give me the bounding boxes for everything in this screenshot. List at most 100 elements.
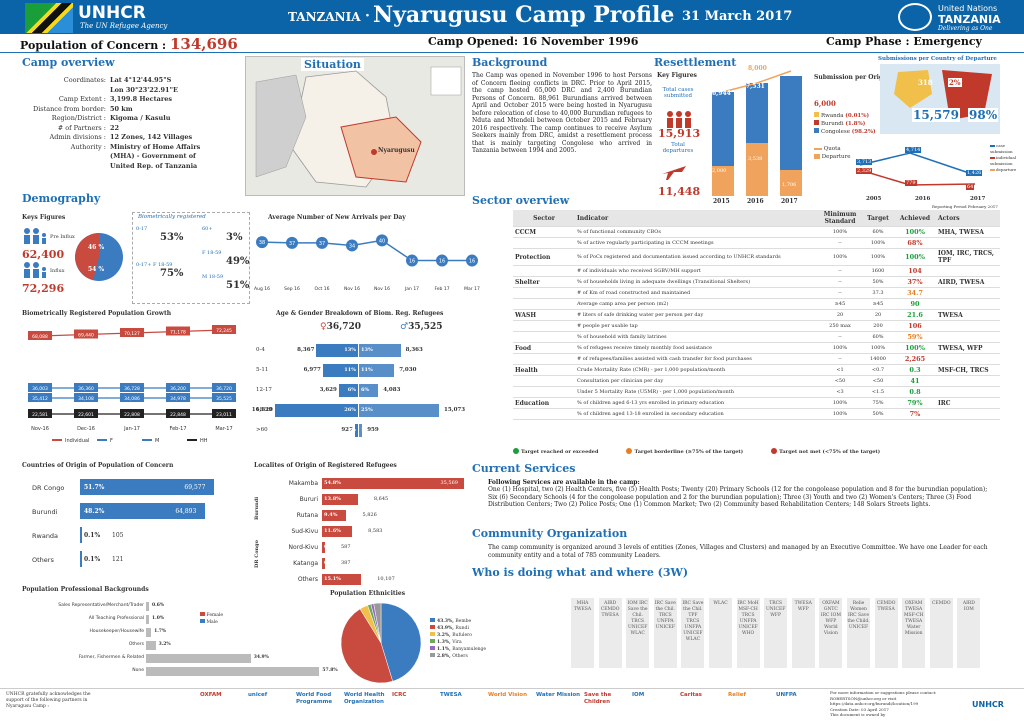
growth-label-bg bbox=[28, 331, 52, 340]
family-icon-1 bbox=[22, 228, 48, 246]
sector-legend-item: Target borderline (≥75% of the target) bbox=[626, 448, 743, 455]
locality-bar bbox=[322, 574, 362, 585]
origin-pct: 0.1% bbox=[84, 556, 101, 563]
overview-row: Coordinates: Lat 4°12'44.95"S bbox=[10, 76, 240, 86]
overview-row: (MHA) - Government of bbox=[10, 152, 240, 162]
unhcr-logo: UNHCR bbox=[78, 3, 146, 23]
trend-note: Reporting Period February 2017 bbox=[932, 204, 998, 209]
profession-pct: 57.8% bbox=[322, 668, 338, 673]
ethnicity-name: Banyamulenge bbox=[452, 647, 487, 652]
overview-row: Lon 30°23'22.91"E bbox=[10, 86, 240, 96]
sector-legend-label: Target not met (<75% of the target) bbox=[779, 448, 881, 455]
age-female-pct: 26% bbox=[344, 407, 356, 413]
growth-value: 34,086 bbox=[124, 396, 140, 402]
threew-column: OXFAM TWESA MSF-CH TWESA Water Mission bbox=[902, 598, 926, 668]
divider bbox=[0, 52, 1024, 53]
partner-logo: World Health Organization bbox=[344, 692, 385, 705]
profession-bar bbox=[146, 667, 320, 676]
trend-legend-item: individual submission bbox=[990, 155, 1024, 167]
growth-value: 36,003 bbox=[32, 386, 48, 392]
sector-name bbox=[513, 265, 575, 277]
growth-value: 68,088 bbox=[32, 334, 48, 340]
header-banner: UNHCR The UN Refugee Agency TANZANIA · N… bbox=[0, 0, 1024, 34]
sector-row: # of individuals who received SGBV/MH su… bbox=[513, 265, 1000, 277]
origins-chart: DR Congo 51.7% 69,577 Burundi 48.2% 64,893 Rwa… bbox=[22, 476, 232, 572]
growth-label-bg bbox=[212, 325, 236, 334]
overview-value: Lon 30°23'22.91"E bbox=[110, 85, 178, 94]
trend-value-3: 4,714 bbox=[905, 147, 922, 153]
bio-value: 75% bbox=[160, 268, 184, 279]
submitted-label: Total cases submitted bbox=[662, 87, 694, 99]
arrivals-title: Average Number of New Arrivals per Day bbox=[268, 214, 406, 221]
sector-name bbox=[513, 287, 575, 299]
age-row: 12-17 3,629 6% 6% 4,083 bbox=[256, 382, 486, 402]
age-male-bar bbox=[359, 404, 439, 417]
overview-key: Region/District : bbox=[51, 114, 106, 122]
overview-row: # of Partners : 22 bbox=[10, 124, 240, 134]
partner-logo: UNFPA bbox=[776, 692, 797, 698]
origin-row: DR Congo 51.7% 69,577 bbox=[22, 476, 232, 500]
sector-actors bbox=[936, 265, 1000, 277]
age-female-value: 927 bbox=[341, 427, 353, 433]
sector-row: Under 5 Mortality Rate (U5MR) - per 1,00… bbox=[513, 386, 1000, 398]
age-male-value: 7,030 bbox=[399, 367, 417, 373]
arrivals-point bbox=[286, 236, 298, 249]
sector-achieved: 68% bbox=[894, 237, 936, 249]
growth-axis-label: Feb-17 bbox=[169, 426, 186, 432]
ethnicity-value: 43.3%, bbox=[437, 619, 456, 624]
arrivals-value: 16 bbox=[439, 259, 445, 265]
growth-value: 36,728 bbox=[124, 386, 140, 392]
trend-legend-label: individual submission bbox=[990, 155, 1017, 166]
sector-indicator: # of individuals who received SGBV/MH su… bbox=[575, 265, 818, 277]
sector-achieved: 100% bbox=[894, 342, 936, 354]
age-row: >60 927 1% 1% 959 bbox=[256, 422, 486, 442]
sector-actors: IRC bbox=[936, 397, 1000, 409]
age-male-bar bbox=[359, 364, 395, 377]
pie-pct-2: 54 % bbox=[88, 266, 105, 273]
services-intro: Following Services are available in the … bbox=[488, 479, 640, 486]
locality-bar bbox=[322, 542, 325, 553]
ethnicity-value: 43.9%, bbox=[437, 626, 456, 631]
sector-indicator: # of Km of road constructed and maintain… bbox=[575, 287, 818, 299]
col-actors: Actors bbox=[936, 210, 1000, 227]
origin-count: 69,577 bbox=[184, 484, 206, 491]
age-male-value: 8,363 bbox=[405, 347, 423, 353]
locality-bar bbox=[322, 510, 347, 521]
trend-legend: case submission individual submission depa… bbox=[990, 143, 1024, 173]
growth-label-bg bbox=[166, 393, 190, 402]
sector-table: Sector Indicator Minimum Standard Target… bbox=[513, 210, 1000, 420]
sector-row: Education% of children aged 6-13 yrs enr… bbox=[513, 397, 1000, 409]
background-text: The Camp was opened in November 1996 to … bbox=[472, 72, 652, 154]
profession-pct: 34.9% bbox=[253, 655, 269, 660]
sector-target: 75% bbox=[862, 397, 894, 409]
arrivals-label: Oct 16 bbox=[315, 286, 330, 292]
sector-row: Consultation per clinician per day <50 <50… bbox=[513, 375, 1000, 387]
sector-row: Protection% of PoCs registered and docum… bbox=[513, 248, 1000, 266]
locality-bar bbox=[322, 478, 465, 489]
bio-value: 51% bbox=[226, 280, 250, 291]
age-title: Age & Gender Breakdown of Biom. Reg. Ref… bbox=[276, 310, 444, 317]
year-2016: 2016 bbox=[747, 198, 764, 205]
locality-name: Others bbox=[297, 576, 318, 583]
arrivals-point bbox=[406, 254, 418, 267]
age-female-value: 8,367 bbox=[297, 347, 315, 353]
origins-title: Countries of Origin of Population of Con… bbox=[22, 462, 174, 469]
background-title: Background bbox=[472, 56, 548, 69]
partner-logo: World Vision bbox=[488, 692, 527, 698]
bio-item: 0-17+ F 18-59 75% bbox=[136, 262, 186, 279]
age-male-pct: 13% bbox=[361, 347, 373, 353]
profession-bar bbox=[146, 641, 156, 650]
ethnicity-swatch bbox=[430, 618, 435, 622]
ethnicities-pie bbox=[340, 602, 422, 684]
sector-achieved: 0.8 bbox=[894, 386, 936, 398]
age-male-value: 15,073 bbox=[444, 407, 466, 413]
un-emblem-icon bbox=[898, 3, 932, 31]
sector-row: # of Km of road constructed and maintain… bbox=[513, 287, 1000, 299]
arrivals-point bbox=[436, 254, 448, 267]
sector-achieved: 34.7 bbox=[894, 287, 936, 299]
bio-item: M 18-59 51% bbox=[202, 274, 252, 291]
bio-value: 49% bbox=[226, 256, 250, 267]
sector-achieved: 100% bbox=[894, 248, 936, 266]
profession-row: Sales Representative/Merchant/Trader 0.6% bbox=[22, 600, 322, 613]
arrivals-point bbox=[466, 254, 478, 267]
